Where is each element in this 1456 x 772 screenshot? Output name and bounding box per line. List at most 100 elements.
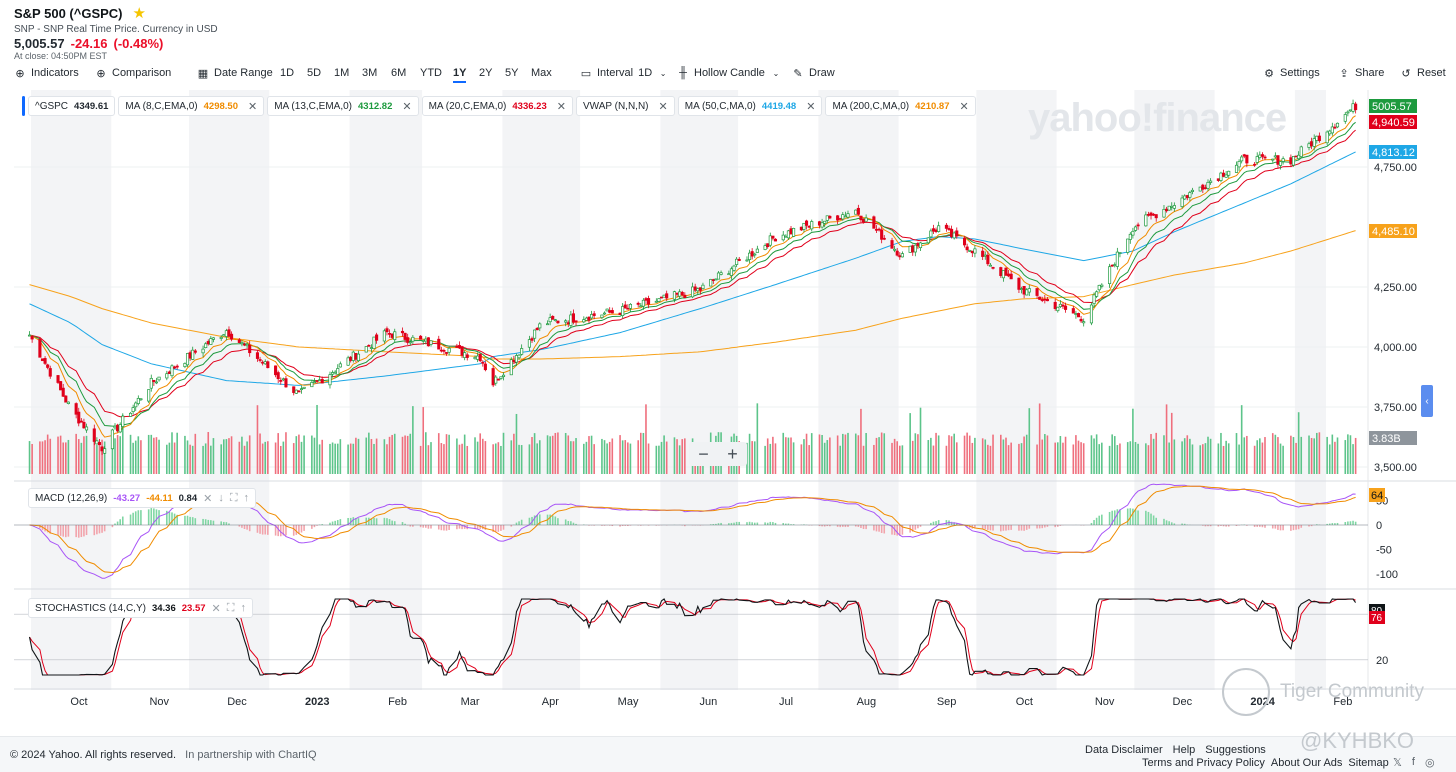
candle-body xyxy=(248,344,252,354)
candle-body xyxy=(556,320,560,324)
macd-bar xyxy=(1310,525,1313,527)
volume-bar xyxy=(554,432,557,474)
close-icon[interactable]: ✕ xyxy=(556,100,566,113)
indicator-chip[interactable]: MA (200,C,MA,0) 4210.87 ✕ xyxy=(825,96,976,116)
arrow-up-icon[interactable]: ↑ xyxy=(240,602,246,614)
candle-body xyxy=(30,335,34,340)
volume-bar xyxy=(748,433,751,474)
comparison-button[interactable]: ⊕ Comparison xyxy=(95,67,171,80)
range-5d[interactable]: 5D xyxy=(307,67,322,79)
range-max[interactable]: Max xyxy=(531,67,552,79)
x-icon[interactable]: 𝕏 xyxy=(1393,757,1402,769)
indicator-chip[interactable]: MA (13,C,EMA,0) 4312.82 ✕ xyxy=(267,96,419,116)
macd-bar xyxy=(147,509,150,525)
volume-bar xyxy=(1054,442,1056,474)
volume-bar xyxy=(1235,433,1238,474)
candle-body xyxy=(753,253,757,256)
share-button[interactable]: ⇪ Share xyxy=(1338,67,1384,80)
range-3m[interactable]: 3M xyxy=(362,67,378,79)
indicators-button[interactable]: ⊕ Indicators xyxy=(14,67,78,80)
zoom-in-button[interactable]: + xyxy=(727,443,738,464)
arrow-up-icon[interactable]: ↑ xyxy=(243,492,250,504)
star-icon[interactable]: ★ xyxy=(132,5,146,22)
indicator-chip[interactable]: MA (50,C,MA,0) 4419.48 ✕ xyxy=(677,96,823,116)
data-disclaimer-link[interactable]: Data Disclaimer xyxy=(1085,744,1163,756)
close-icon[interactable]: ✕ xyxy=(806,100,816,113)
volume-bar xyxy=(134,440,137,474)
interval-button[interactable]: ▭ Interval 1D ⌄ xyxy=(580,67,669,80)
facebook-icon[interactable]: f xyxy=(1411,756,1415,768)
sitemap-link[interactable]: Sitemap xyxy=(1348,757,1389,769)
macd-bar xyxy=(1336,522,1339,525)
indicator-chip[interactable]: MA (8,C,EMA,0) 4298.50 ✕ xyxy=(118,96,265,116)
volume-bar xyxy=(155,437,158,474)
volume-bar xyxy=(93,439,96,474)
collapse-panel-button[interactable]: ‹ xyxy=(1421,385,1433,417)
arrow-down-icon[interactable]: ↓ xyxy=(218,492,224,504)
candle-body xyxy=(1354,103,1358,111)
candle-body xyxy=(411,336,415,342)
range-1m[interactable]: 1M xyxy=(334,67,350,79)
macd-bar xyxy=(119,519,121,525)
range-2y[interactable]: 2Y xyxy=(479,67,493,79)
macd-bar xyxy=(515,522,518,525)
suggestions-link[interactable]: Suggestions xyxy=(1205,744,1266,756)
candle-body xyxy=(1227,170,1231,176)
volume-bar xyxy=(466,445,469,474)
close-icon[interactable]: ✕ xyxy=(247,100,258,113)
volume-bar xyxy=(298,434,300,474)
volume-bar xyxy=(1108,445,1111,474)
expand-icon[interactable]: ⛶ xyxy=(226,601,235,614)
terms-link[interactable]: Terms and Privacy Policy xyxy=(1142,757,1265,769)
close-icon[interactable]: ✕ xyxy=(203,492,213,505)
candle-body xyxy=(74,403,78,415)
volume-bar xyxy=(140,440,142,474)
close-icon[interactable]: ✕ xyxy=(211,602,221,615)
indicator-chip[interactable]: VWAP (N,N,N) ✕ xyxy=(575,96,675,116)
macd-bar xyxy=(1152,515,1155,525)
close-icon[interactable]: ✕ xyxy=(402,100,412,113)
volume-bar xyxy=(391,434,393,474)
volume-bar xyxy=(1246,435,1248,474)
about-ads-link[interactable]: About Our Ads xyxy=(1270,757,1343,769)
candle-body xyxy=(1294,155,1298,158)
indicator-chip[interactable]: MA (20,C,EMA,0) 4336.23 ✕ xyxy=(421,96,573,116)
volume-bar xyxy=(639,432,642,474)
candle-body xyxy=(647,298,651,305)
x-tick-label: Jun xyxy=(699,696,717,708)
settings-label: Settings xyxy=(1280,67,1320,79)
candle-body xyxy=(299,388,304,391)
range-5y[interactable]: 5Y xyxy=(505,67,519,79)
zoom-out-button[interactable]: − xyxy=(698,443,709,464)
macd-bar xyxy=(1220,525,1222,526)
range-1y[interactable]: 1Y xyxy=(453,67,467,83)
candle-body xyxy=(1076,313,1081,318)
range-1d[interactable]: 1D xyxy=(280,67,295,79)
macd-bar xyxy=(1165,520,1168,525)
month-band xyxy=(502,590,581,690)
instagram-icon[interactable]: ◎ xyxy=(1424,757,1435,769)
stoch-d-tag-label: 76 xyxy=(1371,613,1383,624)
date-range-button[interactable]: ▦ Date Range xyxy=(197,67,273,80)
settings-button[interactable]: ⚙ Settings xyxy=(1263,67,1320,80)
close-icon[interactable]: ✕ xyxy=(658,100,668,113)
macd-bar xyxy=(57,525,59,535)
volume-bar xyxy=(873,444,875,474)
candle-body xyxy=(219,336,223,339)
volume-bar xyxy=(1209,438,1212,474)
reset-button[interactable]: ↺ Reset xyxy=(1400,67,1445,80)
volume-bar xyxy=(46,434,49,474)
candle-body xyxy=(237,339,241,343)
draw-button[interactable]: ✎ Draw xyxy=(792,67,834,80)
indicator-chip[interactable]: ^GSPC 4349.61 xyxy=(28,96,116,116)
range-6m[interactable]: 6M xyxy=(391,67,407,79)
candle-body xyxy=(103,448,107,454)
range-ytd[interactable]: YTD xyxy=(420,67,442,79)
close-icon[interactable]: ✕ xyxy=(959,100,969,113)
macd-bar xyxy=(1005,525,1007,531)
volume-bar xyxy=(538,440,541,474)
chart-type-button[interactable]: ╫ Hollow Candle ⌄ xyxy=(677,67,782,79)
volume-bar xyxy=(355,437,357,474)
help-link[interactable]: Help xyxy=(1172,744,1196,756)
expand-icon[interactable]: ⛶ xyxy=(229,491,238,504)
